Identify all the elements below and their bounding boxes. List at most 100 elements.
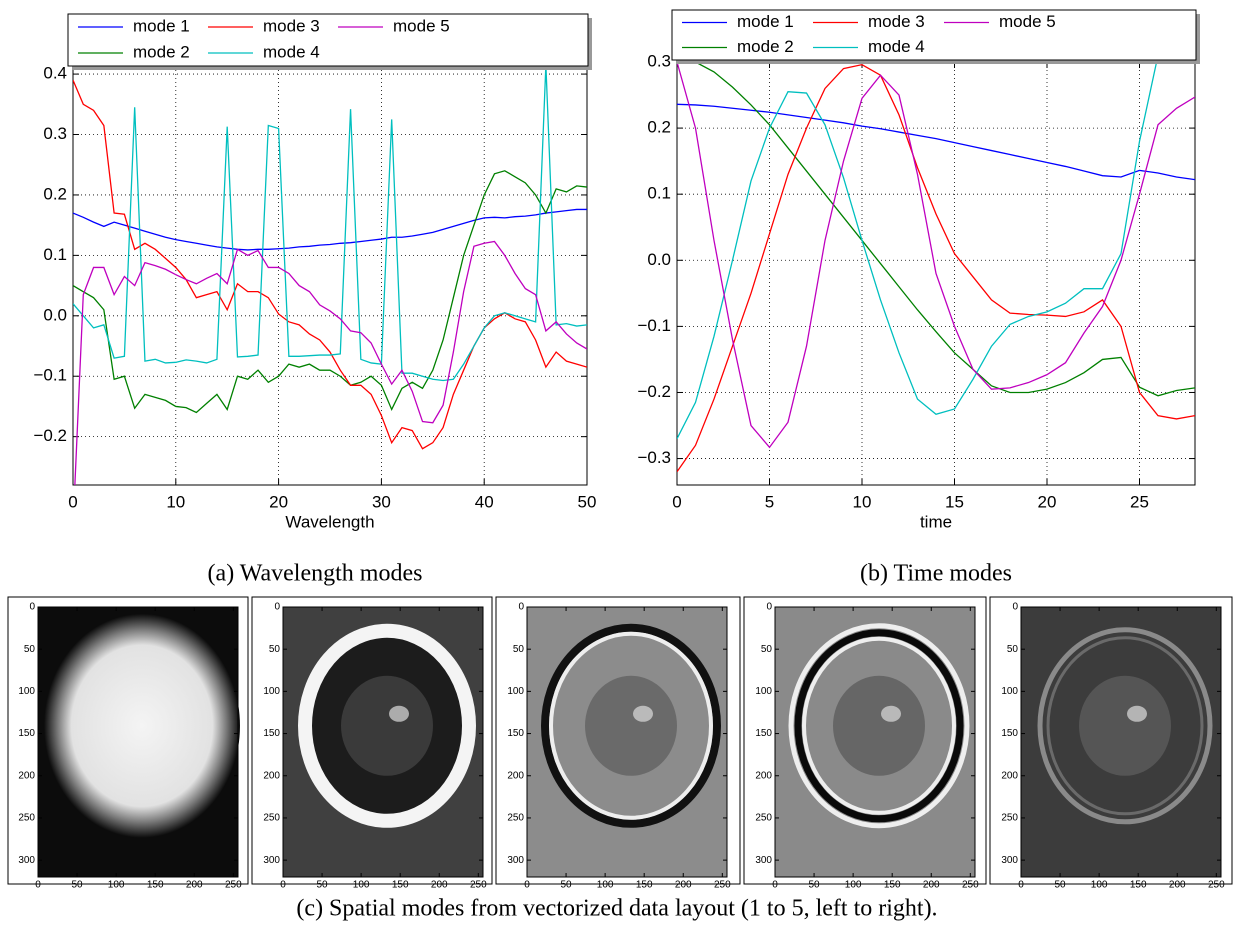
series-line [693,62,1195,397]
y-tick-label: 0.2 [43,184,67,203]
legend [67,13,589,67]
image-feature [549,631,713,820]
y-tick-label: 300 [18,855,35,866]
legend-label: mode 2 [737,37,794,56]
y-tick-label: 0.4 [43,64,67,83]
series-line [73,79,587,450]
y-tick-label: 50 [513,644,525,655]
x-tick-label: 20 [269,492,288,511]
x-tick-label: 150 [392,880,409,891]
image-feature [833,675,925,776]
x-tick-label: 100 [597,880,614,891]
x-axis-label: time [920,512,952,531]
y-tick-label: 250 [263,813,280,824]
y-tick-label: 0.1 [647,184,671,203]
y-tick-label: 100 [1001,686,1018,697]
x-tick-label: 0 [672,492,681,511]
y-tick-label: 150 [755,728,772,739]
image-feature [1037,627,1213,825]
y-tick-label: 300 [755,855,772,866]
y-tick-label: 0.2 [647,118,671,137]
x-tick-label: 0 [524,880,530,891]
x-tick-label: 100 [845,880,862,891]
y-tick-label: 0 [1012,602,1018,613]
image-feature [633,705,653,722]
y-tick-label: 0 [29,602,35,613]
legend-label: mode 3 [868,12,925,31]
image-feature [1127,705,1147,722]
x-tick-label: 200 [923,880,940,891]
legend-label: mode 5 [999,12,1056,31]
x-tick-label: 50 [809,880,821,891]
legend-label: mode 4 [868,37,925,56]
x-axis-label: Wavelength [285,512,374,531]
y-tick-label: −0.1 [637,316,671,335]
y-tick-label: 300 [507,855,524,866]
plot-frame [37,606,239,878]
x-tick-label: 0 [280,880,286,891]
image-feature [802,636,956,815]
x-tick-label: 20 [1038,492,1057,511]
x-tick-label: 200 [675,880,692,891]
image-feature [881,705,901,722]
y-tick-label: 250 [755,813,772,824]
x-tick-label: 100 [353,880,370,891]
series-line [677,103,1195,181]
series-line [73,64,587,382]
series-line [677,62,1195,449]
image-feature [788,623,970,829]
x-tick-label: 50 [578,492,597,511]
y-tick-label: 150 [263,728,280,739]
y-tick-label: 250 [507,813,524,824]
legend-label: mode 1 [133,16,190,35]
x-tick-label: 25 [1130,492,1149,511]
y-tick-label: 150 [18,728,35,739]
y-tick-label: 50 [24,644,36,655]
x-tick-label: 150 [884,880,901,891]
panel-frame [495,596,741,885]
y-tick-label: 100 [755,686,772,697]
x-tick-label: 100 [1091,880,1108,891]
legend [671,9,1197,61]
y-tick-label: 50 [761,644,773,655]
y-tick-label: 0.3 [647,51,671,70]
y-tick-label: −0.2 [33,426,67,445]
y-tick-label: 0 [518,602,524,613]
x-tick-label: 10 [166,492,185,511]
x-tick-label: 50 [561,880,573,891]
plot-frame [1020,606,1222,878]
y-tick-label: 150 [507,728,524,739]
y-tick-label: 100 [507,686,524,697]
y-tick-label: 200 [1001,770,1018,781]
y-tick-label: 100 [18,686,35,697]
y-tick-label: 100 [263,686,280,697]
x-tick-label: 200 [431,880,448,891]
image-feature [389,705,409,722]
caption: (a) Wavelength modes [208,561,423,587]
legend-label: mode 4 [263,42,320,61]
x-tick-label: 0 [1018,880,1024,891]
x-tick-label: 100 [108,880,125,891]
y-tick-label: 0.0 [43,305,67,324]
y-tick-label: 250 [1001,813,1018,824]
panel-frame [743,596,987,885]
series-line [73,170,587,414]
image-feature [341,675,433,776]
x-tick-label: 50 [317,880,329,891]
x-tick-label: 150 [147,880,164,891]
y-tick-label: 50 [269,644,281,655]
y-tick-label: 50 [1007,644,1019,655]
x-tick-label: 250 [225,880,242,891]
y-tick-label: 200 [18,770,35,781]
series-line [677,63,1195,473]
y-tick-label: 0 [274,602,280,613]
panel-frame [989,596,1233,885]
y-tick-label: 300 [1001,855,1018,866]
legend-label: mode 3 [263,16,320,35]
x-tick-label: 250 [470,880,487,891]
figure-caption: (c) Spatial modes from vectorized data l… [296,896,937,922]
x-tick-label: 150 [1130,880,1147,891]
x-tick-label: 200 [1169,880,1186,891]
x-tick-label: 0 [772,880,778,891]
x-tick-label: 15 [945,492,964,511]
